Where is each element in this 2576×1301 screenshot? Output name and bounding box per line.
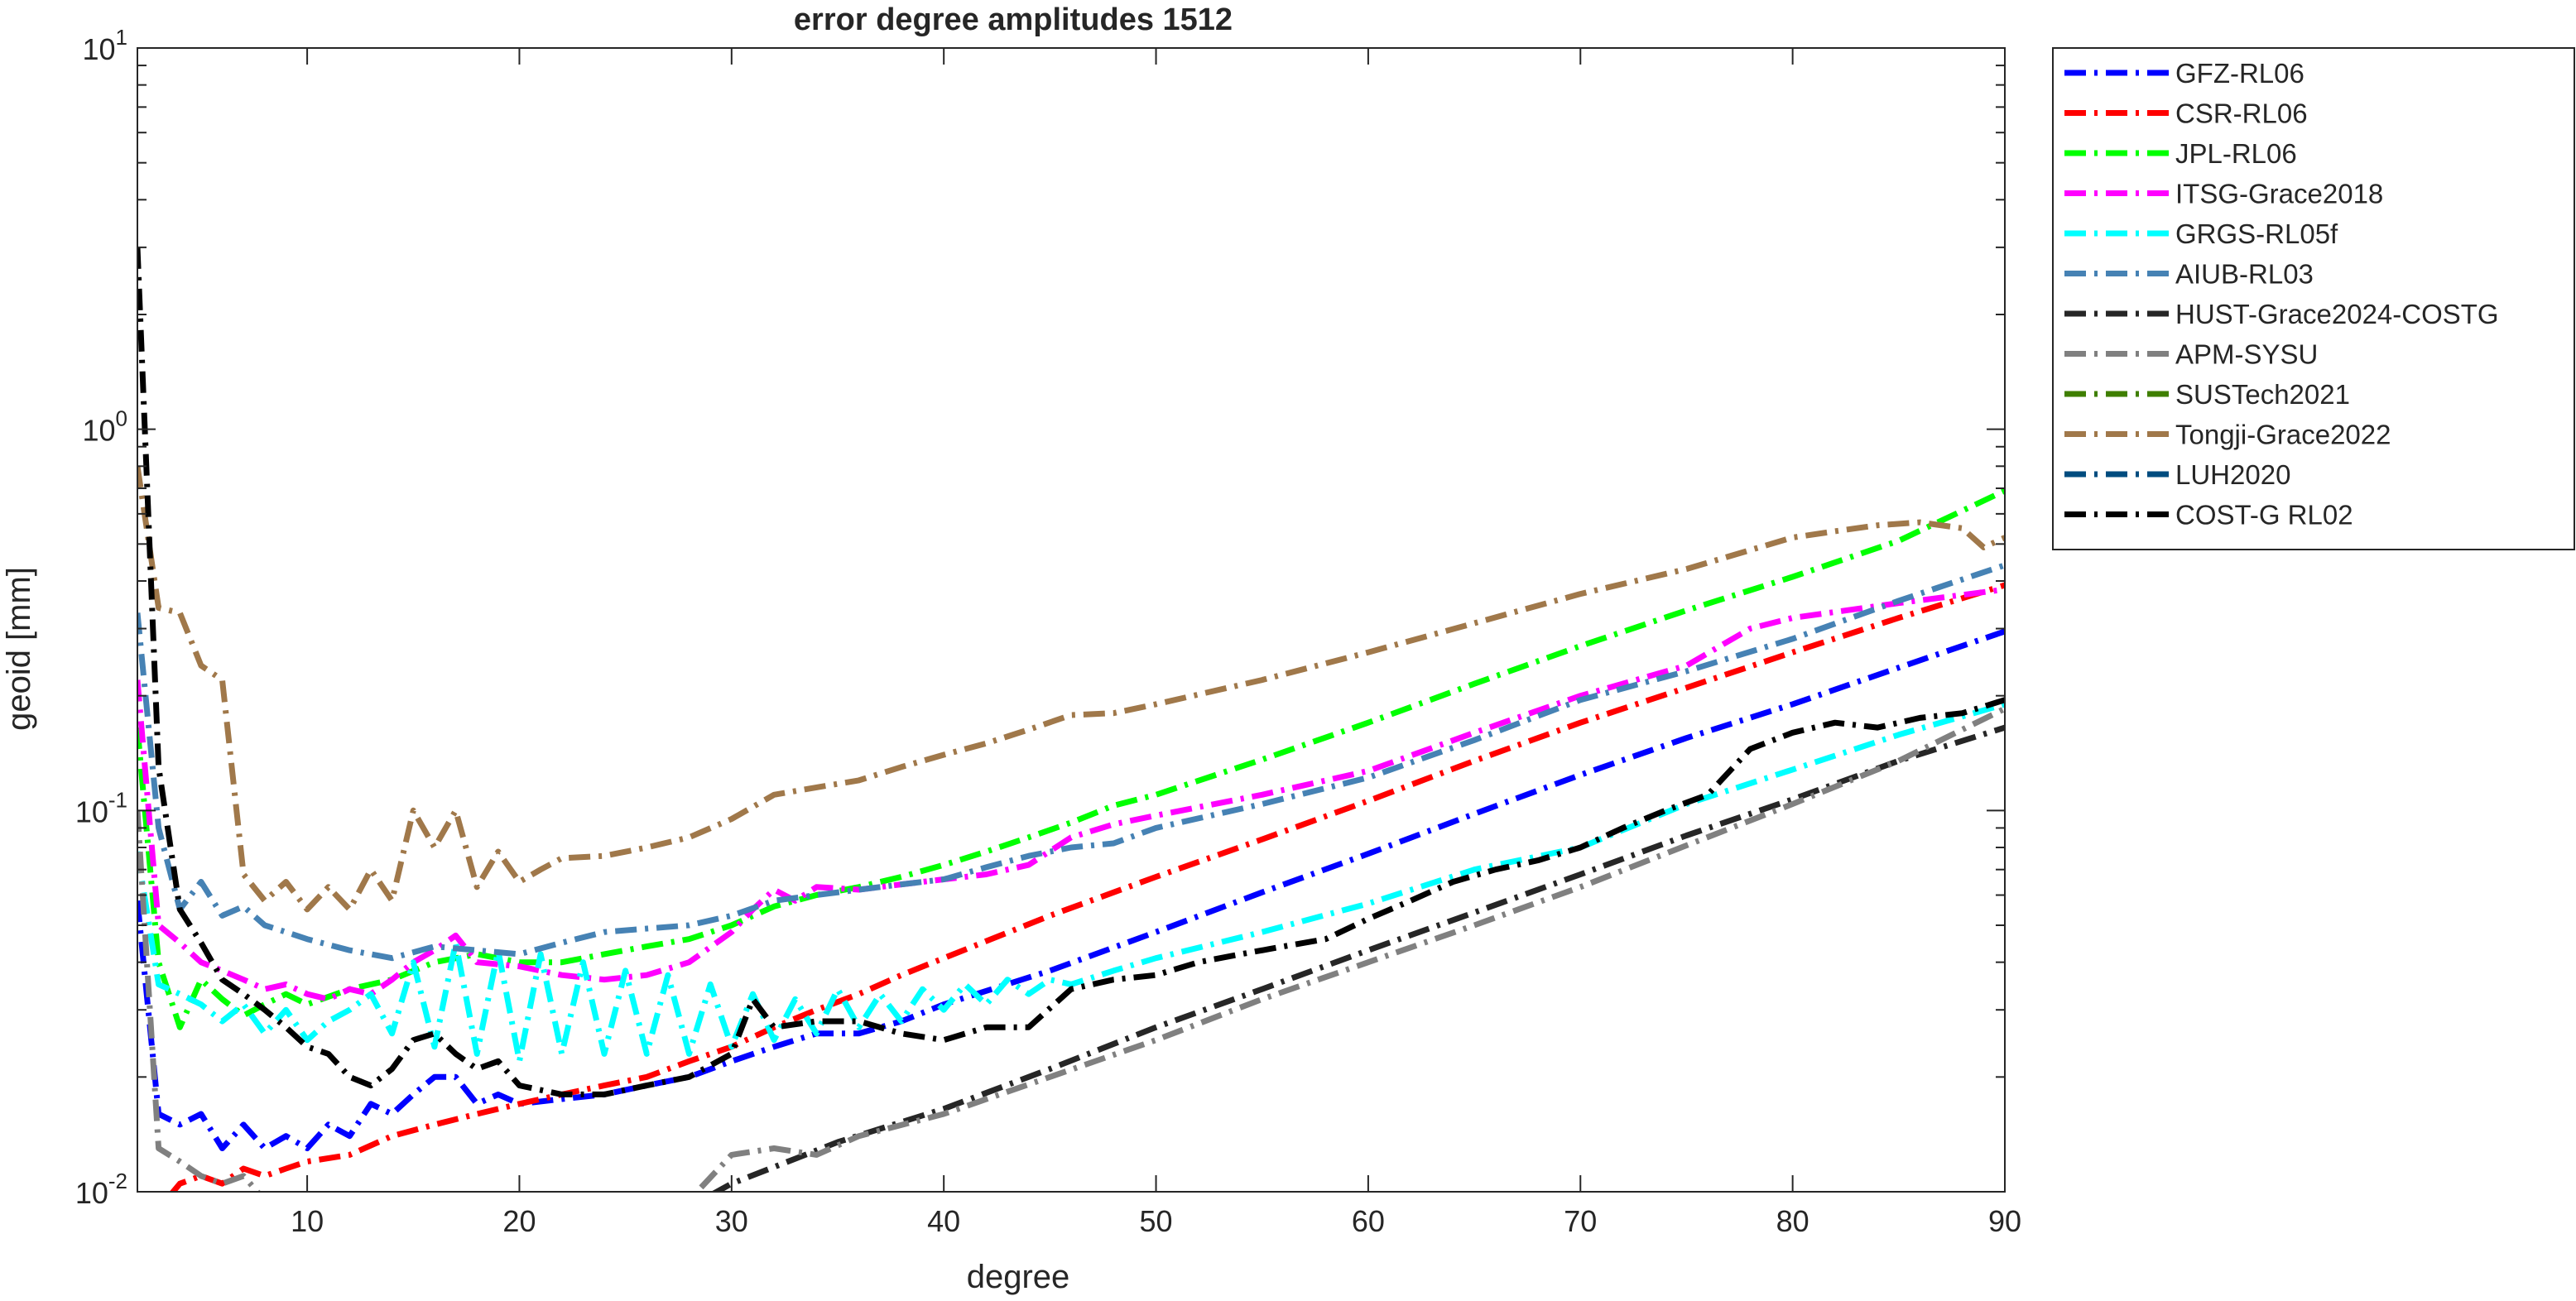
series-line-7 xyxy=(710,724,2005,1192)
y-tick-label: 10-2 xyxy=(75,1169,127,1210)
series-line-1 xyxy=(137,628,2005,1151)
axis-layer: 10 20 30 40 50 60 70 80 90 10-2 10-1 100 101 xyxy=(75,25,2021,1238)
legend-entry-label: COST-G RL02 xyxy=(2175,500,2353,530)
y-axis-label: geoid [mm] xyxy=(1,567,37,731)
series-layer xyxy=(137,247,2005,1192)
series-line-4 xyxy=(137,586,2005,1002)
x-tick-label: 50 xyxy=(1140,1204,1173,1238)
x-tick-label: 90 xyxy=(1988,1204,2021,1238)
chart-title: error degree amplitudes 1512 xyxy=(794,2,1233,37)
series-line-5 xyxy=(137,701,2005,1064)
plot-frame xyxy=(137,47,2006,1193)
legend-entry-label: LUH2020 xyxy=(2175,459,2290,490)
legend-entry-label: AIUB-RL03 xyxy=(2175,259,2314,290)
y-tick-label: 101 xyxy=(82,25,127,66)
y-tick-label: 100 xyxy=(82,406,127,448)
x-tick-label: 10 xyxy=(291,1204,324,1238)
legend: GFZ-RL06 CSR-RL06 JPL-RL06 ITSG-Grace2018 GR… xyxy=(2052,47,2575,550)
legend-entry-label: CSR-RL06 xyxy=(2175,98,2308,129)
legend-entry-label: GFZ-RL06 xyxy=(2175,58,2304,89)
legend-entry-label: APM-SYSU xyxy=(2175,339,2318,370)
legend-box xyxy=(2052,47,2575,550)
legend-entry-label: HUST-Grace2024-COSTG xyxy=(2175,299,2499,329)
legend-entry-label: SUSTech2021 xyxy=(2175,379,2350,410)
legend-entry-label: GRGS-RL05f xyxy=(2175,218,2338,249)
series-line-3 xyxy=(137,487,2005,1030)
x-tick-label: 40 xyxy=(927,1204,960,1238)
x-tick-label: 20 xyxy=(502,1204,536,1238)
legend-entry-label: Tongji-Grace2022 xyxy=(2175,420,2391,450)
x-tick-label: 70 xyxy=(1564,1204,1597,1238)
y-tick-label: 10-1 xyxy=(75,787,127,828)
legend-entry-label: ITSG-Grace2018 xyxy=(2175,179,2383,209)
series-line-6 xyxy=(137,562,2005,962)
series-line-2 xyxy=(169,582,2005,1192)
series-line-8 xyxy=(137,706,2005,1192)
x-tick-label: 30 xyxy=(715,1204,748,1238)
x-tick-label: 60 xyxy=(1352,1204,1385,1238)
legend-entry-label: JPL-RL06 xyxy=(2175,138,2297,169)
series-line-12 xyxy=(137,247,2005,1097)
series-line-10 xyxy=(137,465,2005,913)
x-tick-label: 80 xyxy=(1776,1204,1809,1238)
x-axis-label: degree xyxy=(967,1259,1070,1295)
